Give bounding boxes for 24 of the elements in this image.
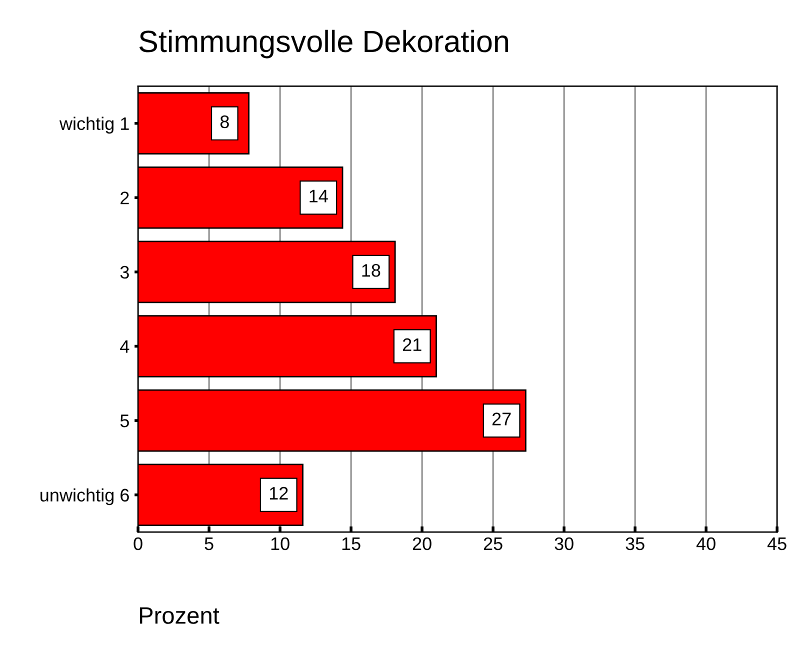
data-label: 12 (270, 486, 288, 500)
x-tick-label: 15 (342, 538, 360, 550)
y-tick-label: unwichtig 6 (40, 488, 129, 506)
x-tick-label: 0 (134, 537, 142, 550)
x-tick-label: 20 (412, 537, 432, 550)
x-tick-label: 25 (484, 537, 502, 550)
y-tick-label: 4 (120, 340, 130, 353)
y-tick-label: 2 (120, 192, 129, 204)
data-label: 21 (402, 338, 422, 351)
x-tick-label: 40 (696, 537, 716, 550)
x-tick-label: 35 (626, 537, 644, 550)
data-label: 18 (362, 264, 380, 277)
x-tick-label: 5 (204, 538, 214, 550)
y-tick-label: 5 (120, 414, 129, 428)
y-tick-label: wichtig 1 (59, 116, 129, 134)
x-axis-title: Prozent (140, 607, 220, 624)
data-label: 14 (310, 190, 328, 202)
data-label: 8 (220, 115, 229, 128)
data-label: 27 (492, 412, 511, 426)
x-tick-label: 10 (271, 537, 290, 550)
chart-title: Stimmungsvolle Dekoration (139, 30, 508, 58)
y-tick-label: 3 (120, 266, 129, 279)
x-tick-label: 45 (767, 538, 786, 550)
x-tick-label: 30 (554, 537, 574, 550)
